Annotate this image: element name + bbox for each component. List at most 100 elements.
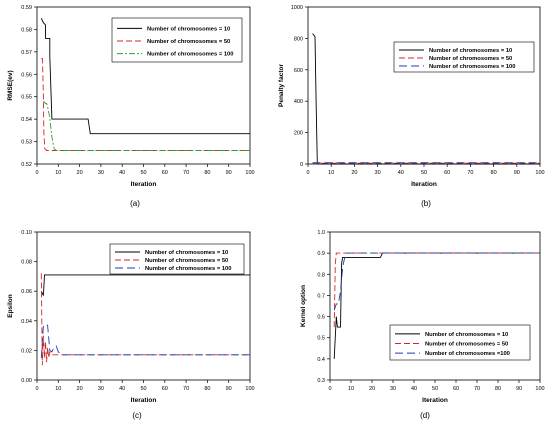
legend: Number of chromosomes = 10 Number of chro… (109, 243, 245, 275)
x-tick-label: 90 (516, 386, 522, 392)
legend-label-3: Number of chromosomes = 100 (429, 64, 516, 70)
x-tick-label: 0 (35, 170, 38, 176)
legend-label-2: Number of chromosomes = 50 (145, 258, 228, 264)
y-axis-label: Penalty factor (278, 64, 285, 107)
x-tick-label: 0 (328, 386, 331, 392)
x-tick-label: 30 (98, 386, 104, 392)
x-tick-label: 80 (495, 386, 501, 392)
x-tick-label: 90 (226, 386, 232, 392)
x-tick-label: 80 (491, 170, 497, 176)
y-tick-label: 0.53 (21, 140, 32, 146)
panel-caption: (d) (420, 411, 430, 420)
y-axis-label: RMSE(ev) (7, 70, 14, 100)
x-axis-label: Iteration (422, 397, 448, 404)
legend-label-1: Number of chromosomes = 10 (145, 250, 228, 256)
x-tick-label: 40 (411, 386, 417, 392)
legend-box (111, 17, 243, 63)
y-tick-label: 0.00 (21, 378, 32, 384)
series-line-1 (40, 18, 250, 135)
x-tick-label: 20 (369, 386, 375, 392)
x-tick-label: 60 (162, 386, 168, 392)
y-tick-label: 0.3 (317, 378, 325, 384)
x-tick-label: 60 (453, 386, 459, 392)
x-tick-label: 100 (535, 386, 544, 392)
chart-b: 0 10 20 30 40 50 60 70 80 90 10002004006008001000I… (278, 5, 545, 208)
x-tick-label: 100 (245, 170, 254, 176)
x-tick-label: 50 (421, 170, 427, 176)
y-tick-label: 0.6 (317, 315, 325, 321)
x-tick-label: 40 (119, 386, 125, 392)
series-line-2 (40, 273, 250, 366)
panel-caption: (a) (130, 199, 140, 208)
y-axis-label: Kernel option (300, 285, 307, 327)
y-tick-label: 0.7 (317, 293, 325, 299)
x-tick-label: 0 (35, 386, 38, 392)
x-tick-label: 50 (140, 170, 146, 176)
x-tick-label: 90 (226, 170, 232, 176)
x-axis-label: Iteration (131, 397, 157, 404)
x-tick-label: 30 (390, 386, 396, 392)
legend: Number of chromosomes = 10 Number of chro… (389, 324, 531, 361)
x-tick-label: 20 (351, 170, 357, 176)
y-tick-label: 600 (294, 68, 303, 74)
x-tick-label: 80 (204, 170, 210, 176)
y-tick-label: 1000 (291, 5, 303, 11)
x-tick-label: 60 (162, 170, 168, 176)
x-tick-label: 100 (535, 170, 544, 176)
y-axis-label: Epsilon (7, 294, 14, 318)
legend-label-3: Number of chromosomes =100 (425, 351, 510, 357)
chart-a: 0 10 20 30 40 50 60 70 80 90 100 0.52 0.53 0.54 0.55 0.… (7, 5, 255, 208)
y-tick-label: 0.58 (21, 27, 32, 33)
x-tick-label: 20 (77, 170, 83, 176)
series-line-3 (333, 252, 540, 311)
x-tick-label: 40 (119, 170, 125, 176)
y-tick-label: 0.10 (21, 230, 32, 236)
series-line-3 (43, 100, 250, 151)
x-tick-label: 10 (55, 170, 61, 176)
series-line-1 (40, 274, 250, 296)
x-tick-label: 10 (348, 386, 354, 392)
y-tick-label: 0.59 (21, 5, 32, 11)
y-tick-label: 0.5 (317, 336, 325, 342)
chart-d: 0 10 20 30 40 50 60 70 80 90 100 0.3 0.4 0.5 0.6 0.7 0.8… (300, 230, 545, 420)
legend-label-3: Number of chromosomes = 100 (147, 52, 234, 58)
x-tick-label: 10 (55, 386, 61, 392)
legend: Number of chromosomes = 10 Number of chro… (393, 41, 535, 73)
y-tick-label: 0.56 (21, 72, 32, 78)
x-tick-label: 30 (375, 170, 381, 176)
y-tick-label: 0.57 (21, 50, 32, 56)
legend-label-2: Number of chromosomes = 50 (429, 56, 512, 62)
plot-frame (307, 6, 541, 165)
y-tick-label: 0.9 (317, 251, 325, 257)
y-tick-label: 0.06 (21, 289, 32, 295)
y-tick-label: 1.0 (317, 230, 325, 236)
x-tick-label: 100 (245, 386, 254, 392)
x-tick-label: 40 (398, 170, 404, 176)
panel-caption: (c) (132, 411, 142, 420)
y-tick-label: 0 (300, 162, 303, 168)
x-tick-label: 50 (432, 386, 438, 392)
y-tick-label: 0.55 (21, 95, 32, 101)
y-tick-label: 0.54 (21, 117, 32, 123)
legend-box (109, 243, 245, 275)
series-line-1 (312, 33, 540, 165)
x-tick-label: 30 (98, 170, 104, 176)
x-tick-label: 70 (183, 386, 189, 392)
y-tick-label: 0.8 (317, 272, 325, 278)
x-tick-label: 50 (140, 386, 146, 392)
y-tick-label: 200 (294, 131, 303, 137)
panel-caption: (b) (421, 199, 431, 208)
x-tick-label: 80 (204, 386, 210, 392)
legend-label-2: Number of chromosomes = 50 (147, 39, 230, 45)
x-tick-label: 70 (183, 170, 189, 176)
legend-label-1: Number of chromosomes = 10 (147, 26, 230, 32)
x-tick-label: 70 (467, 170, 473, 176)
x-tick-label: 60 (444, 170, 450, 176)
x-tick-label: 20 (77, 386, 83, 392)
legend-label-1: Number of chromosomes = 10 (429, 48, 512, 54)
series-line-2 (41, 58, 250, 151)
y-tick-label: 0.08 (21, 260, 32, 266)
legend-box (389, 324, 531, 361)
y-tick-label: 800 (294, 36, 303, 42)
